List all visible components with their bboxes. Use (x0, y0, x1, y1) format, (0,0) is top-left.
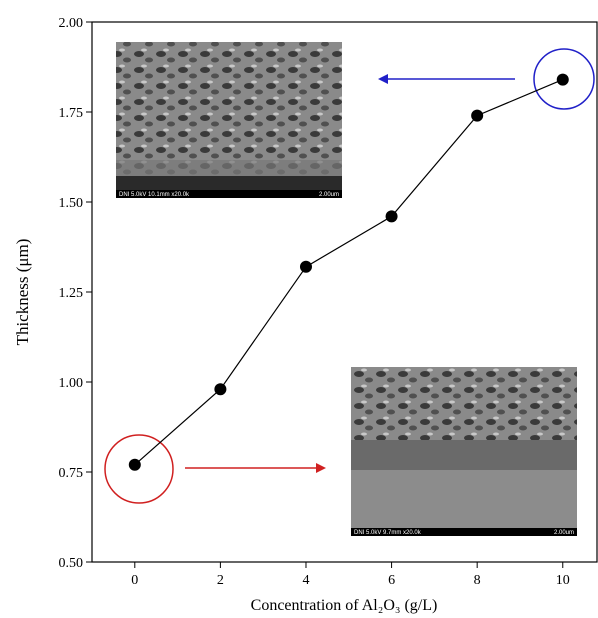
x-tick-label: 4 (302, 573, 309, 588)
arrow-head (378, 74, 388, 84)
x-tick-label: 10 (556, 573, 570, 588)
point (556, 73, 569, 86)
y-axis-label: Thickness (μm) (13, 239, 32, 346)
inset-caption: DNI 5.0kV 10.1mm x20.0k (119, 192, 190, 198)
inset-image: DNI 5.0kV 9.7mm x20.0k 2.00um (351, 367, 577, 536)
point (128, 458, 141, 471)
y-tick-label: 1.75 (59, 106, 84, 121)
point (471, 109, 484, 122)
inset-caption: DNI 5.0kV 9.7mm x20.0k (354, 530, 422, 536)
inset-image: DNI 5.0kV 10.1mm x20.0k 2.00um (116, 42, 342, 198)
inset-scale: 2.00um (319, 192, 339, 198)
point (214, 383, 227, 396)
point (385, 210, 398, 223)
y-tick-label: 2.00 (59, 16, 84, 31)
y-tick-label: 1.50 (59, 196, 84, 211)
arrow-head (316, 463, 326, 473)
highlight-circle (533, 48, 595, 110)
y-tick-label: 0.75 (59, 466, 84, 481)
x-tick-label: 8 (474, 573, 481, 588)
inset-scale: 2.00um (554, 530, 574, 536)
highlight-circle (104, 434, 174, 504)
y-tick-label: 1.25 (59, 286, 84, 301)
x-tick-label: 0 (131, 573, 138, 588)
x-axis-label: Concentration of Al₂O₃ (g/L) (251, 597, 438, 614)
x-tick-label: 6 (388, 573, 395, 588)
x-tick-label: 2 (217, 573, 224, 588)
line (134, 79, 563, 466)
y-tick-label: 1.00 (59, 376, 84, 391)
point (299, 260, 312, 273)
y-tick-label: 0.50 (59, 556, 84, 571)
